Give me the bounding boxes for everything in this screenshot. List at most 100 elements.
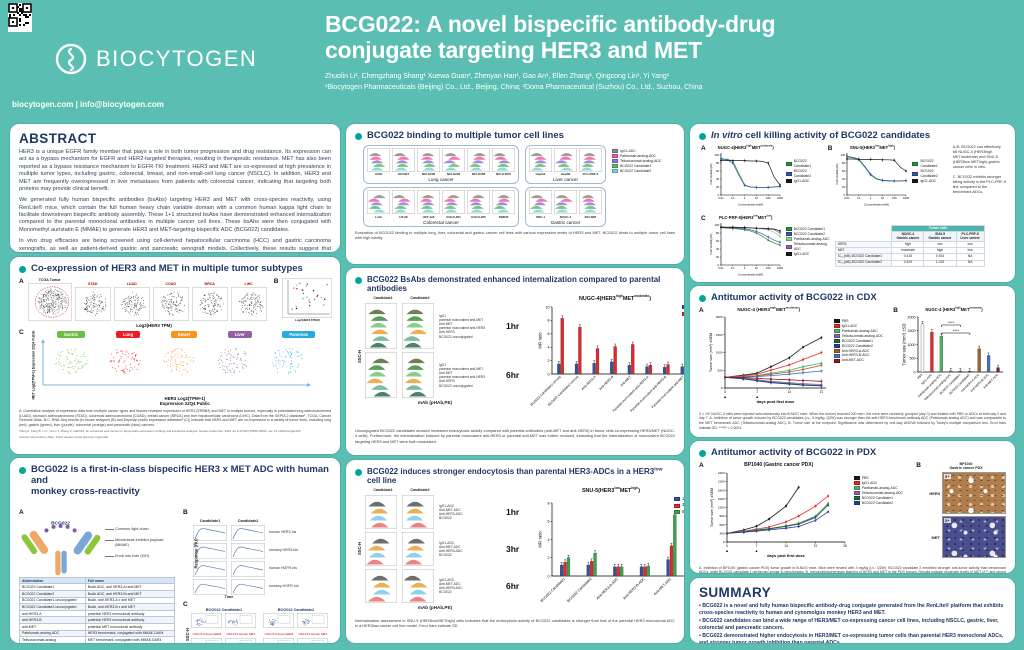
legend-item: BCG022 Candidate1 (912, 159, 949, 169)
svg-text:2100: 2100 (718, 480, 725, 484)
ihc-row-label-met: MET (931, 534, 940, 540)
flow-histogram: NCI-H226 (417, 148, 440, 176)
spr-col-label: Candidate1 (199, 518, 221, 523)
svg-text:8: 8 (548, 319, 550, 323)
svg-text:7: 7 (755, 544, 757, 548)
svg-text:Concentration(nM): Concentration(nM) (865, 202, 890, 206)
legend-item: Patritumab-analog-ADC (853, 486, 912, 491)
lineage-chip-Liver: Liver (227, 330, 252, 338)
binding-group-lung: A549 HCC827 NCI-H226 NCI-H292 NCI-H358 NCI-H1… (363, 144, 519, 185)
poster-title: BCG022: A novel bispecific antibody-drug… (325, 11, 1013, 64)
fig-facs-grid: BCG022 Candidate1 CHO-S-human HER3 NIH-3T3… (183, 608, 331, 643)
section-title: Antitumor activity of BCG022 in PDX (711, 447, 877, 458)
svg-text:BCG022 Candidate1: BCG022 Candidate1 (540, 577, 566, 603)
svg-text:Tumor size (mm³) ±SEM: Tumor size (mm³) ±SEM (709, 333, 713, 372)
legend-item: BCG022 Candidate1 (785, 227, 832, 232)
svg-text:500: 500 (717, 368, 722, 372)
summary-bullet: • BCG022 is a novel and fully human bisp… (699, 603, 1004, 617)
panel-tag-c: C (19, 328, 24, 336)
fig-dose-b: SNU-5(HER3lowMEThigh) 0 20 40 60 80 100 0.01 0.… (835, 145, 909, 211)
svg-text:900: 900 (719, 514, 724, 518)
bar-chart-title: NUGC-4(HER3highMETmoderate) (578, 294, 652, 303)
svg-text:300: 300 (719, 531, 724, 535)
internalization-caption: Unconjugated BCG022 candidates showed in… (355, 428, 675, 444)
dose-title: PLC-PRF-5(HER3lowMETlow) (719, 214, 773, 220)
svg-text:1: 1 (870, 196, 872, 200)
svg-text:days post first dose: days post first dose (756, 399, 795, 404)
poster-title-line1: BCG022: A novel bispecific antibody-drug (325, 11, 776, 37)
footnote-2: ²Cancer Dependency Map, 22Q4 release (ww… (19, 434, 109, 439)
svg-text:BCG022 Candidate1-unconj: BCG022 Candidate1-unconj (530, 375, 562, 407)
svg-text:100: 100 (766, 196, 771, 200)
flow-histogram: SW620 (492, 190, 515, 219)
legend-item: BCG022 Candidate1 (785, 159, 825, 169)
section-title: BCG022 binding to multiple tumor cell li… (367, 130, 564, 141)
legend-item: Telisotuzumab-analog-ADC (853, 491, 912, 496)
svg-text:▲: ▲ (723, 395, 727, 399)
spr-row-label: monkey HER3-his (268, 547, 298, 552)
legend-item: Telisotuzumab-analog-ADC (785, 242, 832, 252)
svg-text:▲: ▲ (755, 395, 759, 399)
diagram-label-kih: Knob into hole (KIH) (105, 554, 175, 559)
section-title: In vitro cell killing activity of BCG022… (711, 130, 931, 141)
lineage-chips: Gastric Lung Bowel Liver Pancreas (41, 330, 331, 338)
panelb-xlabel: Log2(HER3 FPKM) (295, 317, 320, 322)
lineage-chip-Lung: Lung (115, 330, 141, 338)
time-label: 1hr (506, 321, 520, 332)
svg-text:1000: 1000 (903, 196, 909, 200)
flow-histogram: HCC827 (392, 148, 415, 176)
svg-text:4: 4 (548, 538, 550, 542)
legend-item: BCG022 Candidate1 (612, 164, 661, 169)
legend-item: 3hr (673, 502, 684, 508)
svg-text:0: 0 (724, 390, 726, 394)
panel-tag-a: A (699, 306, 704, 314)
svg-text:Anti-HER3-A-ADC: Anti-HER3-A-ADC (596, 577, 620, 601)
time-label: 3hr (506, 544, 520, 555)
time-label: 1hr (506, 507, 520, 518)
legend-item: IgG1-ADC (912, 179, 949, 184)
legend-item: 1hr (681, 304, 684, 310)
antibody-name: BCG022 (51, 520, 70, 526)
svg-text:100: 100 (714, 223, 719, 227)
fig-internalization-bars: NUGC-4(HER3highMETmoderate) 1hr6hr 0 2 4 6 8… (530, 294, 684, 425)
dose-legend-b: BCG022 Candidate1 BCG022 Candidate2 IgG1-A… (912, 159, 949, 184)
flow-histogram: NUGC-4 (554, 190, 577, 219)
fig-cdx-line: NUGC-4 (HER3highMETmoderate) 0 500 1000 150… (708, 305, 830, 409)
abstract-paragraph-3: In vivo drug efficacies are being screen… (19, 238, 331, 252)
svg-text:1800: 1800 (718, 488, 725, 492)
coexpression-caption: A. Correlative analysis of expression da… (19, 409, 331, 428)
svg-text:40: 40 (842, 177, 845, 181)
flow-col-label: Candidate2 (410, 296, 430, 301)
section-bullet-icon (19, 467, 26, 474)
fig-cdx-bar: NUGC-4 (HER3highMETmoderate) 0 500 1000 150… (902, 307, 1006, 409)
svg-text:40: 40 (716, 177, 719, 181)
svg-text:PBS: PBS (916, 373, 923, 380)
flow-col-label: Candidate1 (373, 488, 393, 493)
legend-item: Anti-HER3-A-ADC (833, 349, 890, 354)
abstract-paragraph-2: We generated fully human bispecific anti… (19, 197, 331, 233)
svg-text:1: 1 (744, 266, 746, 270)
legend-item: IgG1-ADC (612, 149, 661, 154)
legend-item: IgG1-ADC (833, 324, 890, 329)
contact-line[interactable]: biocytogen.com | info@biocytogen.com (12, 100, 164, 109)
panel-tag-c: C (182, 600, 188, 608)
svg-text:2000: 2000 (716, 315, 723, 319)
cdx-line-title: NUGC-4 (HER3highMETmoderate) (737, 305, 801, 312)
bar-legend: 1hr6hr (681, 304, 684, 316)
svg-text:0.1: 0.1 (857, 196, 861, 200)
svg-text:1200: 1200 (718, 506, 725, 510)
binding-legend: IgG1-ADC Patritumab-analog-ADC Telisotuzum… (612, 149, 661, 174)
svg-text:4: 4 (548, 346, 550, 350)
svg-text:60: 60 (716, 169, 719, 173)
spr-row-label: human HER3-his (268, 529, 297, 534)
svg-text:Cell Viability(%): Cell Viability(%) (709, 163, 713, 184)
flow-histogram: COLO-205 (467, 190, 490, 219)
flow-col-label: Candidate2 (410, 488, 430, 493)
flow-histogram: HepG2 (529, 148, 552, 176)
svg-text:10: 10 (546, 306, 550, 310)
svg-text:21: 21 (813, 544, 817, 548)
section-bullet-icon (355, 133, 362, 140)
svg-text:10: 10 (881, 196, 884, 200)
legend-item: BCG022 Candidate1 (833, 339, 890, 344)
pdx-legend: PBS IgG1-ADC Patritumab-analog-ADC Telisotu… (853, 476, 912, 506)
